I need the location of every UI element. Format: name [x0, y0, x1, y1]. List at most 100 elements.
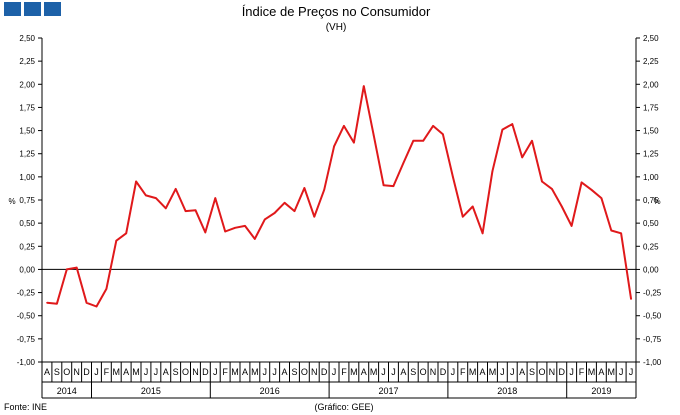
data-point: [323, 189, 325, 191]
month-label: N: [73, 367, 80, 377]
y-tick-label-left: -0,50: [17, 312, 36, 321]
month-label: A: [123, 367, 129, 377]
data-point: [521, 156, 523, 159]
data-point: [56, 302, 58, 305]
month-label: S: [54, 367, 60, 377]
y-tick-label-left: 0,25: [19, 242, 35, 251]
series-layer: [46, 85, 633, 308]
month-label: M: [469, 367, 477, 377]
data-point: [194, 209, 197, 211]
y-tick-label-left: -0,75: [17, 335, 36, 344]
y-tick-label-left: -0,25: [17, 289, 36, 298]
data-point: [491, 170, 494, 173]
data-point: [155, 197, 157, 199]
y-tick-label-right: 1,50: [643, 127, 659, 136]
month-label: D: [202, 367, 209, 377]
y-tick-label-right: 2,50: [643, 34, 659, 43]
month-label: F: [460, 367, 466, 377]
data-point: [481, 232, 484, 235]
data-point: [541, 180, 543, 183]
chart-title: Índice de Preços no Consumidor: [242, 4, 431, 19]
month-label: J: [619, 367, 624, 377]
data-point: [580, 181, 583, 184]
month-label: A: [361, 367, 367, 377]
month-label: M: [132, 367, 140, 377]
data-point: [244, 225, 246, 227]
data-point: [362, 85, 365, 87]
month-label: J: [144, 367, 149, 377]
data-point: [442, 133, 444, 136]
y-tick-label-left: 2,00: [19, 80, 35, 89]
month-label: A: [44, 367, 50, 377]
month-label: J: [629, 367, 634, 377]
data-point: [283, 201, 286, 204]
y-tick-label-left: -1,00: [17, 358, 36, 367]
data-point: [184, 210, 187, 212]
data-point: [570, 225, 573, 227]
month-label: O: [301, 367, 308, 377]
data-point: [402, 162, 405, 164]
month-label: O: [182, 367, 189, 377]
year-label: 2016: [260, 386, 280, 396]
y-tick-label-left: 0,00: [19, 265, 35, 274]
y-tick-label-right: -0,25: [643, 289, 662, 298]
month-label: A: [400, 367, 406, 377]
data-point: [135, 180, 137, 183]
data-point: [560, 205, 563, 208]
chart-subtitle: (VH): [326, 22, 347, 33]
data-point: [115, 239, 118, 242]
y-tick-label-right: -0,50: [643, 312, 662, 321]
data-point: [254, 238, 256, 240]
y-axis-label-right: %: [653, 197, 660, 206]
data-point: [263, 218, 266, 221]
month-label: N: [549, 367, 556, 377]
month-label: A: [242, 367, 248, 377]
logo-square: [44, 2, 61, 16]
month-label: J: [381, 367, 386, 377]
data-point: [630, 298, 632, 300]
y-tick-label-right: 1,25: [643, 150, 659, 159]
y-tick-label-right: 1,75: [643, 103, 659, 112]
data-point: [293, 210, 296, 212]
month-label: M: [608, 367, 616, 377]
y-tick-label-right: 0,25: [643, 242, 659, 251]
year-label: 2017: [378, 386, 398, 396]
month-label: A: [282, 367, 288, 377]
data-point: [105, 288, 108, 290]
logo: [4, 2, 61, 16]
month-label: N: [430, 367, 437, 377]
month-label: M: [251, 367, 259, 377]
month-label: J: [391, 367, 396, 377]
month-label: D: [440, 367, 447, 377]
y-tick-label-left: 1,50: [19, 127, 35, 136]
y-tick-label-left: 1,00: [19, 173, 35, 182]
month-label: J: [332, 367, 337, 377]
data-point: [422, 139, 424, 142]
month-label: M: [350, 367, 358, 377]
logo-square: [24, 2, 41, 16]
data-point: [333, 145, 335, 148]
data-point: [313, 215, 316, 218]
data-point: [234, 226, 236, 229]
data-point: [353, 141, 355, 144]
data-point: [214, 197, 217, 199]
year-label: 2015: [141, 386, 161, 396]
data-point: [164, 207, 167, 210]
y-tick-label-left: 0,75: [19, 196, 35, 205]
data-point: [273, 212, 276, 214]
year-label: 2019: [591, 386, 611, 396]
data-point: [75, 266, 78, 269]
month-label: D: [83, 367, 90, 377]
y-tick-label-left: 0,50: [19, 219, 35, 228]
data-point: [95, 305, 98, 308]
credit-note: (Gráfico: GEE): [314, 402, 373, 412]
data-point: [174, 188, 177, 190]
month-label: O: [63, 367, 70, 377]
month-label: D: [321, 367, 328, 377]
month-label: N: [192, 367, 199, 377]
month-label: A: [163, 367, 169, 377]
year-label: 2018: [497, 386, 517, 396]
data-point: [551, 188, 553, 190]
month-label: J: [154, 367, 159, 377]
series-line-ipc: [46, 85, 633, 308]
